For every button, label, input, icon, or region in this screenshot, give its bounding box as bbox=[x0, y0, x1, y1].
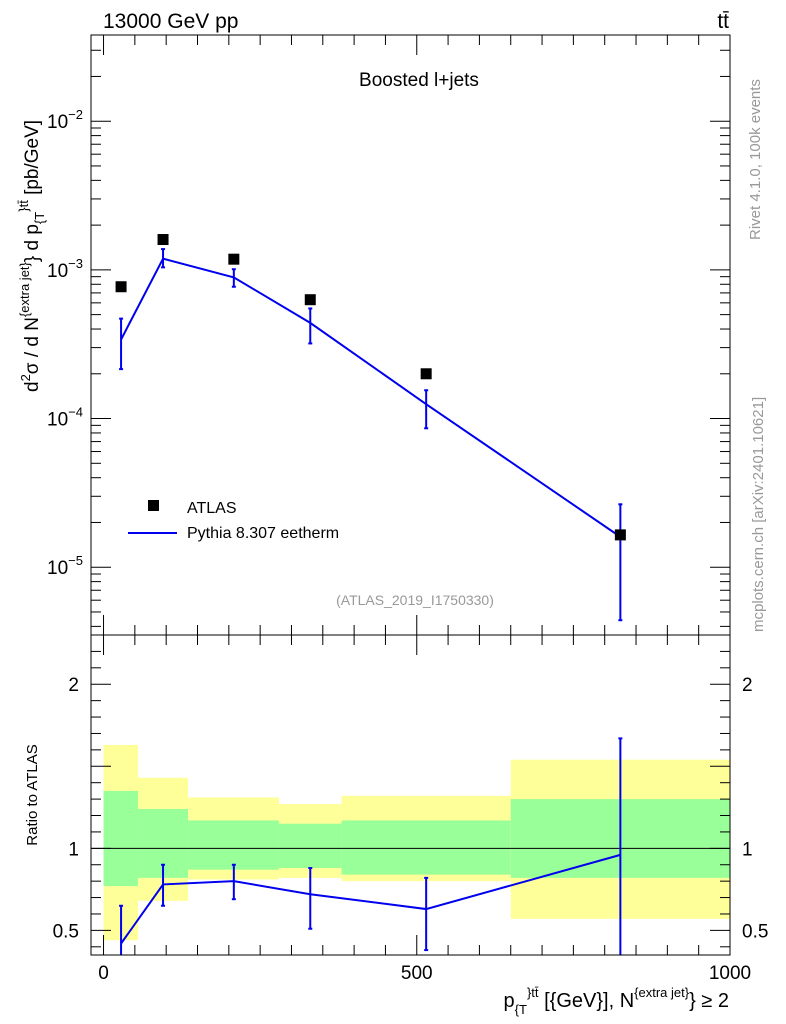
ratio-band-inner bbox=[341, 820, 511, 875]
data-points bbox=[115, 234, 626, 541]
main-ticks bbox=[91, 35, 731, 635]
ratio-ytick-label-left: 0.5 bbox=[53, 921, 79, 942]
legend-data-marker bbox=[148, 500, 159, 511]
analysis-watermark: (ATLAS_2019_I1750330) bbox=[336, 592, 494, 608]
data-point bbox=[228, 253, 240, 265]
data-point bbox=[115, 281, 127, 293]
ratio-panel: 0.5 0.5 1 1 2 2 0 500 1000 Ratio to ATLAS p{T}t… bbox=[24, 634, 769, 1017]
legend-mc-label: Pythia 8.307 eetherm bbox=[187, 525, 339, 542]
data-point bbox=[304, 294, 316, 306]
ratio-series-line bbox=[120, 853, 621, 945]
ratio-band-inner bbox=[278, 823, 342, 869]
legend-data-label: ATLAS bbox=[187, 500, 237, 517]
main-panel: Boosted l+jets (ATLAS_2019_I1750330) d2σ… bbox=[16, 34, 731, 636]
ratio-band-inner bbox=[188, 820, 279, 870]
ratio-ytick-label-right: 2 bbox=[742, 675, 753, 696]
ratio-error-bars bbox=[119, 737, 623, 955]
ratio-frame bbox=[90, 634, 731, 956]
main-ytick-label: 10−5 bbox=[47, 553, 83, 579]
rivet-info: Rivet 4.1.0, 100k events bbox=[747, 79, 764, 240]
xtick-label: 0 bbox=[98, 963, 109, 984]
main-frame bbox=[90, 34, 731, 636]
header-right: tt̄ bbox=[717, 10, 729, 33]
main-ytick-labels: 10−5 10−4 10−3 10−2 bbox=[47, 107, 83, 579]
data-point bbox=[420, 368, 432, 380]
mc-series-line bbox=[120, 257, 621, 538]
data-point bbox=[157, 234, 169, 246]
ratio-xtick-labels: 0 500 1000 bbox=[98, 963, 751, 984]
main-ytick-label: 10−3 bbox=[47, 256, 83, 282]
header-left: 13000 GeV pp bbox=[103, 10, 238, 33]
ratio-uncertainty-bands bbox=[103, 744, 730, 941]
main-ylabel: d2σ / d N{extra jet}} d p{T}tt̄ [pb/GeV] bbox=[16, 120, 47, 392]
xtick-label: 1000 bbox=[709, 963, 751, 984]
ratio-ytick-label-right: 1 bbox=[742, 839, 753, 860]
main-ytick-label: 10−4 bbox=[47, 405, 83, 431]
mcplots-info: mcplots.cern.ch [arXiv:2401.10621] bbox=[750, 397, 767, 632]
xtick-label: 500 bbox=[401, 963, 433, 984]
ratio-ytick-label-right: 0.5 bbox=[742, 921, 768, 942]
xlabel: p{T}tt̄ [{GeV}], N{extra jet}} ≥ 2 bbox=[504, 985, 729, 1017]
ratio-ytick-label-left: 2 bbox=[68, 675, 79, 696]
legend: ATLAS Pythia 8.307 eetherm bbox=[128, 500, 339, 542]
ratio-line bbox=[120, 853, 621, 945]
mc-line bbox=[120, 257, 621, 538]
ratio-ytick-label-left: 1 bbox=[68, 839, 79, 860]
main-title: Boosted l+jets bbox=[359, 70, 479, 91]
ratio-ylabel: Ratio to ATLAS bbox=[24, 744, 41, 845]
main-ytick-label: 10−2 bbox=[47, 107, 83, 133]
mc-error-bars bbox=[119, 248, 623, 622]
ratio-ytick-labels: 0.5 0.5 1 1 2 2 bbox=[53, 675, 769, 942]
data-point bbox=[614, 529, 626, 541]
ratio-band-inner bbox=[103, 790, 138, 887]
